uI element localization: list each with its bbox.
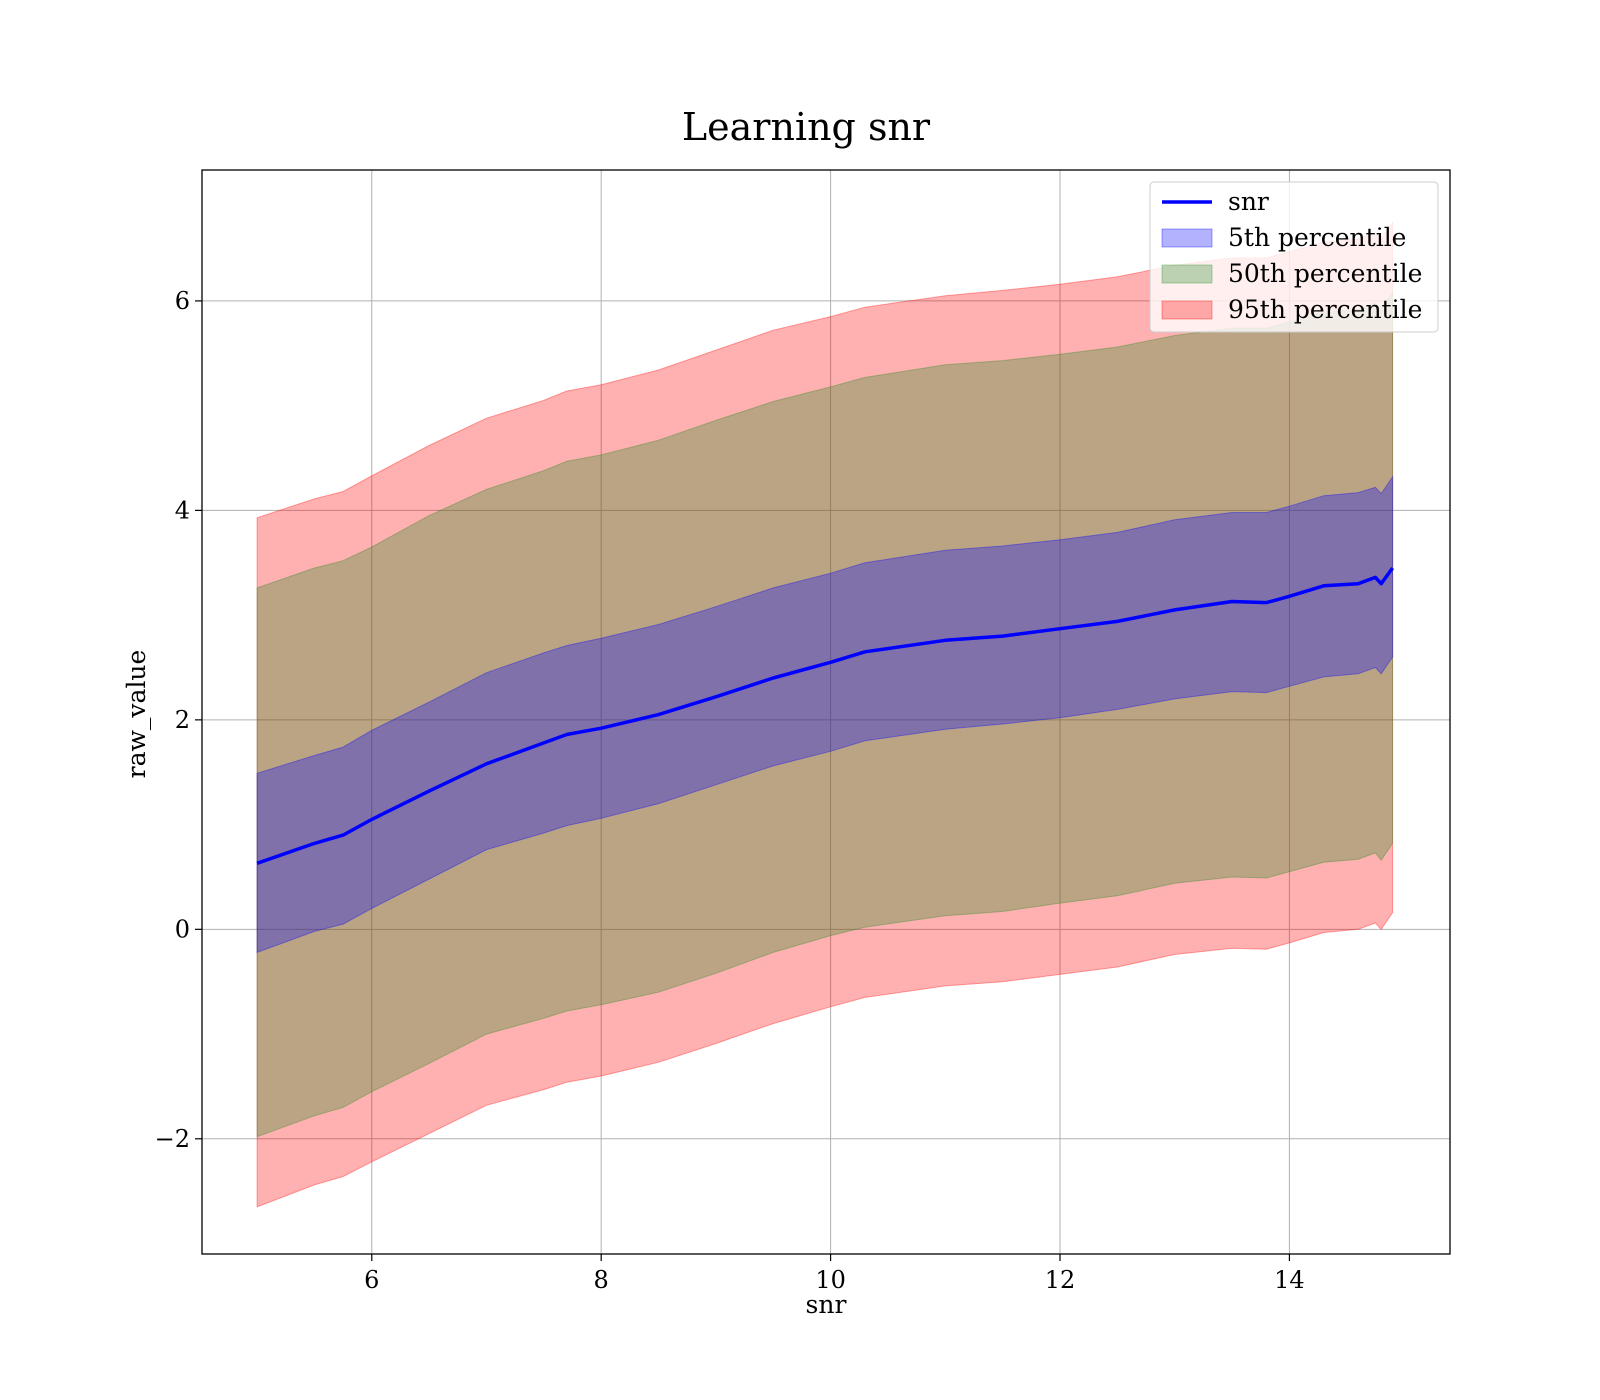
x-tick-label: 8 — [594, 1266, 609, 1294]
legend: snr 5th percentile 50th percentile 95th per… — [1149, 181, 1439, 333]
legend-label-snr: snr — [1228, 187, 1269, 216]
plot-area: 6 8 10 12 14 −2 0 2 4 6 snr 5th percentile 50th perc… — [155, 169, 1451, 1294]
y-tick-label: 0 — [175, 915, 190, 943]
legend-label-50th-percentile: 50th percentile — [1228, 259, 1422, 288]
x-axis-label: snr — [806, 1290, 847, 1319]
y-tick-label: 2 — [175, 706, 190, 734]
legend-swatch-95th-percentile — [1161, 300, 1213, 320]
legend-box — [1149, 181, 1439, 333]
plot-frame — [201, 169, 1451, 1255]
legend-swatch-50th-percentile — [1161, 264, 1213, 284]
band-5th-percentile — [256, 475, 1394, 954]
y-tick-label: 4 — [175, 496, 190, 524]
chart-title: Learning snr — [682, 105, 931, 149]
x-tick-label: 12 — [1045, 1266, 1076, 1294]
y-tick-label: −2 — [155, 1125, 190, 1153]
band-50th-percentile — [256, 290, 1394, 1138]
x-tick-label: 6 — [364, 1266, 379, 1294]
x-tick-label: 10 — [815, 1266, 846, 1294]
legend-swatch-5th-percentile — [1161, 228, 1213, 248]
x-tick-label: 14 — [1274, 1266, 1305, 1294]
legend-label-5th-percentile: 5th percentile — [1228, 223, 1406, 252]
band-95th-percentile — [256, 220, 1394, 1208]
y-tick-label: 6 — [175, 287, 190, 315]
legend-label-95th-percentile: 95th percentile — [1228, 295, 1422, 324]
y-axis-label: raw_value — [122, 650, 151, 779]
series-line-snr — [256, 566, 1395, 865]
